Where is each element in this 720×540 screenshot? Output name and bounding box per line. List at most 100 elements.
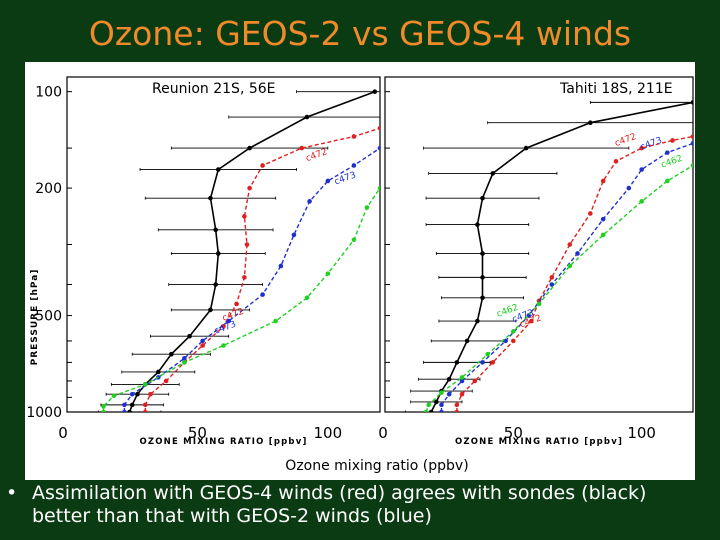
data-point-green	[665, 178, 670, 184]
data-point-green	[639, 199, 644, 204]
data-point-geos-2	[626, 185, 632, 191]
data-point-geos-2	[459, 378, 465, 384]
data-point-green	[600, 232, 606, 238]
data-point-sondes	[135, 391, 140, 397]
data-point-sondes	[169, 351, 174, 357]
data-point-sondes	[690, 100, 693, 105]
y-tick-label: 1000	[26, 405, 62, 421]
x-tick-label: 0	[58, 424, 68, 442]
data-point-sondes	[127, 409, 132, 412]
data-point-green	[221, 343, 226, 348]
data-point-sondes	[213, 282, 218, 287]
data-point-geos-2	[278, 263, 284, 269]
data-point-geos-2	[182, 356, 187, 361]
data-point-geos-4	[600, 178, 606, 184]
data-point-geos-2	[549, 282, 555, 287]
data-point-geos-4	[163, 378, 169, 384]
x-tick-label: 100	[627, 424, 656, 442]
data-point-geos-2	[439, 402, 444, 408]
data-point-green	[101, 409, 106, 412]
data-point-geos-4	[142, 409, 148, 412]
data-point-geos-2	[129, 391, 135, 397]
x-tick-label: 0	[378, 424, 388, 442]
plot-frame	[66, 76, 381, 413]
data-point-green	[325, 271, 331, 276]
series-line-geos-4	[144, 127, 380, 412]
data-point-green	[101, 404, 106, 409]
data-point-green	[485, 351, 490, 357]
data-point-geos-4	[221, 323, 226, 329]
data-point-geos-4	[142, 402, 148, 408]
series-line-green	[102, 187, 380, 412]
data-point-sondes	[475, 222, 480, 227]
run-label: c473	[333, 170, 357, 187]
data-point-geos-2	[325, 178, 331, 184]
data-point-green	[426, 402, 431, 408]
data-point-geos-2	[600, 216, 606, 222]
data-point-sondes	[304, 114, 310, 120]
data-point-sondes	[480, 275, 485, 280]
data-point-sondes	[475, 318, 480, 324]
data-point-geos-4	[490, 360, 496, 365]
data-point-green	[567, 263, 573, 269]
y-axis-label: PRESSURE [hPa]	[30, 269, 40, 366]
data-point-geos-4	[529, 318, 534, 324]
data-point-geos-2	[351, 163, 357, 168]
data-point-geos-4	[299, 145, 305, 151]
panel-title: Reunion 21S, 56E	[152, 81, 276, 97]
data-point-geos-4	[234, 301, 239, 307]
y-tick-label: 200	[35, 181, 62, 197]
data-point-green	[439, 390, 444, 395]
x-tick-label: 100	[314, 424, 343, 442]
data-point-geos-4	[613, 159, 619, 164]
data-point-green	[511, 329, 516, 334]
data-point-sondes	[215, 167, 221, 172]
data-point-green	[273, 318, 278, 324]
data-point-geos-4	[148, 391, 153, 397]
data-point-sondes	[490, 171, 496, 176]
data-point-geos-2	[665, 150, 670, 155]
data-point-geos-4	[200, 343, 205, 348]
run-label: c472	[305, 147, 329, 164]
data-point-geos-4	[549, 275, 555, 280]
data-point-sondes	[446, 376, 452, 382]
data-point-green	[536, 301, 542, 307]
x-tick-label: 50	[504, 424, 523, 442]
data-point-geos-4	[567, 242, 573, 247]
data-point-sondes	[480, 251, 485, 256]
data-point-geos-4	[260, 163, 265, 168]
data-point-sondes	[208, 195, 213, 201]
panel-title: Tahiti 18S, 211E	[559, 81, 673, 97]
data-point-geos-2	[226, 318, 232, 324]
plot-frame	[384, 76, 694, 413]
data-point-sondes	[480, 195, 485, 201]
data-point-geos-4	[242, 214, 247, 219]
data-point-green	[364, 205, 370, 210]
x-tick-label: 50	[188, 424, 207, 442]
data-point-geos-2	[575, 251, 580, 256]
data-point-sondes	[434, 399, 439, 405]
data-point-geos-2	[307, 199, 312, 204]
data-point-green	[304, 295, 310, 301]
data-point-geos-4	[454, 402, 460, 408]
bullet-line-1: Assimilation with GEOS-4 winds (red) agr…	[32, 482, 647, 504]
run-label: c472	[614, 132, 638, 149]
data-point-geos-2	[291, 232, 297, 238]
data-point-geos-2	[446, 391, 452, 397]
data-point-sondes	[247, 145, 252, 151]
data-point-sondes	[523, 145, 529, 151]
series-line-sondes	[128, 90, 376, 412]
data-point-geos-2	[200, 338, 205, 344]
series-line-green	[425, 164, 693, 412]
data-point-sondes	[215, 251, 221, 256]
y-tick-label: 100	[35, 85, 62, 101]
data-point-geos-4	[639, 145, 644, 151]
data-point-green	[142, 382, 148, 387]
data-point-geos-4	[459, 391, 465, 397]
data-point-sondes	[213, 227, 218, 233]
data-point-geos-2	[260, 292, 265, 297]
series-line-sondes	[430, 101, 693, 412]
bullet-marker: •	[6, 482, 18, 504]
bullet-line-2: better than that with GEOS-2 winds (blue…	[32, 505, 432, 527]
